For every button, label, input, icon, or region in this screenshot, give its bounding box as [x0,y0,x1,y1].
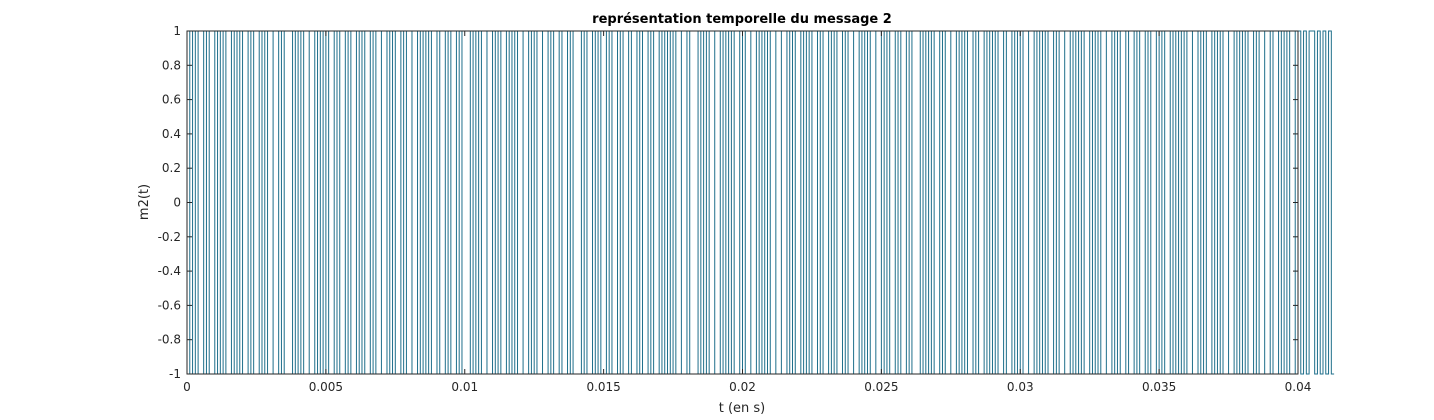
x-tick-label: 0.025 [864,380,898,394]
x-tick-label: 0.03 [1007,380,1034,394]
x-tick-label: 0.02 [729,380,756,394]
y-tick-label: -0.8 [158,333,181,347]
y-tick-label: 0.8 [162,58,181,72]
chart-title: représentation temporelle du message 2 [592,12,892,27]
y-axis-label: m2(t) [137,184,152,220]
y-axis: -1 -0.8 -0.6 -0.4 -0.2 0 0.2 0.4 0.6 0.8 1 [158,24,1298,381]
x-tick-label: 0.04 [1285,380,1312,394]
y-tick-label: -0.4 [158,264,181,278]
y-tick-label: 0 [173,196,181,210]
x-tick-label: 0.035 [1142,380,1176,394]
y-tick-label: 0.2 [162,161,181,175]
x-tick-label: 0.015 [586,380,620,394]
y-tick-label: -1 [169,367,181,381]
y-tick-label: -0.6 [158,298,181,312]
y-tick-label: 0.4 [162,127,181,141]
x-tick-label: 0.005 [309,380,343,394]
y-tick-label: 0.6 [162,93,181,107]
y-tick-label: -0.2 [158,230,181,244]
x-tick-label: 0 [183,380,191,394]
y-tick-label: 1 [173,24,181,38]
x-axis-label: t (en s) [719,401,766,416]
x-tick-label: 0.01 [451,380,478,394]
x-axis: 0 0.005 0.01 0.015 0.02 0.025 0.03 0.035 0.04 [183,31,1311,394]
